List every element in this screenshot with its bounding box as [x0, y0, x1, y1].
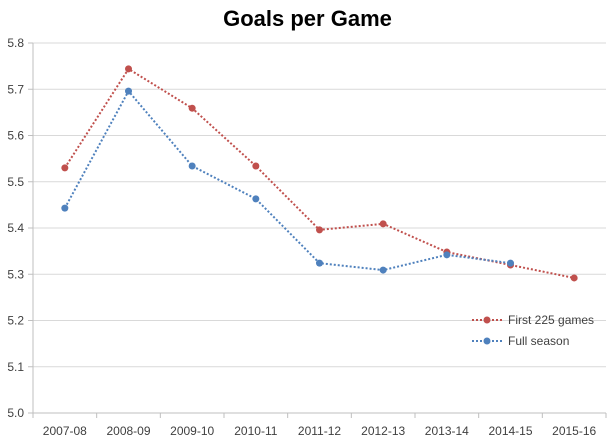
- x-tick-label: 2015-16: [552, 424, 596, 438]
- y-tick-label: 5.7: [7, 82, 24, 96]
- data-point: [443, 251, 451, 259]
- data-point: [188, 104, 196, 112]
- data-point: [507, 259, 514, 267]
- data-point: [570, 274, 578, 282]
- data-point: [61, 204, 69, 212]
- data-point: [125, 65, 132, 73]
- data-point: [252, 195, 260, 203]
- y-tick-label: 5.2: [7, 314, 24, 328]
- data-point: [379, 220, 387, 228]
- y-tick-label: 5.0: [7, 406, 24, 420]
- x-tick-label: 2014-15: [488, 424, 532, 438]
- y-tick-label: 5.6: [7, 129, 24, 143]
- x-tick-label: 2009-10: [170, 424, 214, 438]
- data-point: [125, 87, 132, 95]
- y-tick-label: 5.4: [7, 221, 24, 235]
- x-tick-label: 2011-12: [298, 424, 341, 438]
- data-point: [316, 259, 323, 267]
- series-line-1: [63, 89, 511, 272]
- y-tick-label: 5.3: [7, 267, 24, 281]
- y-tick-label: 5.5: [7, 175, 24, 189]
- legend-marker-icon: [483, 337, 491, 345]
- chart-title: Goals per Game: [223, 6, 392, 31]
- data-point: [61, 164, 69, 172]
- series-line-0: [63, 67, 575, 279]
- x-tick-label: 2013-14: [425, 424, 469, 438]
- x-tick-label: 2012-13: [361, 424, 405, 438]
- x-tick-label: 2008-09: [106, 424, 150, 438]
- data-point: [252, 162, 260, 170]
- data-point: [188, 162, 196, 170]
- x-tick-label: 2007-08: [43, 424, 87, 438]
- data-point: [379, 266, 387, 274]
- y-tick-label: 5.1: [7, 360, 24, 374]
- data-point: [316, 226, 323, 234]
- legend-marker-icon: [483, 316, 491, 324]
- x-tick-label: 2010-11: [234, 424, 277, 438]
- legend-label: Full season: [508, 334, 569, 348]
- y-tick-label: 5.8: [7, 36, 24, 50]
- legend-label: First 225 games: [508, 313, 594, 327]
